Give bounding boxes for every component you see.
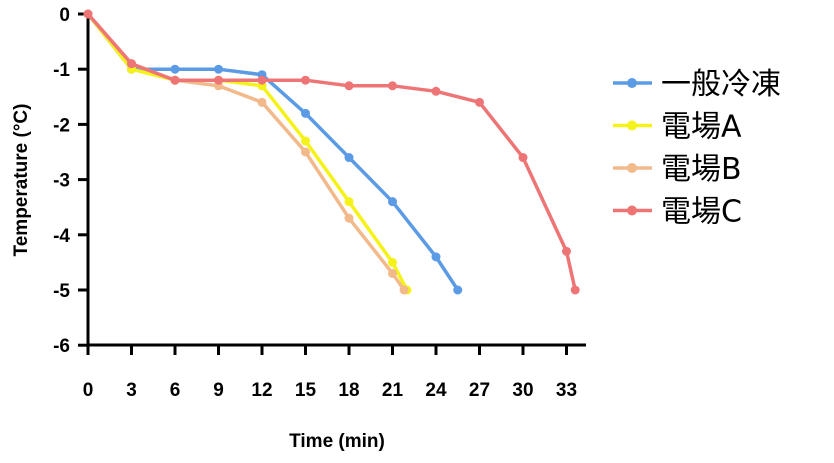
data-point <box>127 59 136 69</box>
legend-marker <box>627 120 637 131</box>
y-axis-title: Temperature (°C) <box>11 104 32 257</box>
y-tick-label: -2 <box>53 115 70 136</box>
legend-item: 電場B <box>613 152 742 187</box>
data-point <box>170 64 180 74</box>
x-tick-label: 15 <box>295 380 317 401</box>
legend-label: 電場C <box>661 195 742 230</box>
data-point <box>301 75 310 85</box>
y-tick-label: -5 <box>53 281 70 302</box>
data-point <box>257 97 267 107</box>
x-tick-label: 12 <box>251 380 272 401</box>
legend-item: 電場A <box>613 110 742 145</box>
data-point <box>344 197 354 207</box>
series <box>83 9 463 295</box>
legend-item: 一般冷凍 <box>613 67 781 102</box>
y-tick-label: -1 <box>53 60 70 81</box>
series-line <box>86 12 406 292</box>
legend-item: 電場C <box>613 195 742 230</box>
data-point <box>453 285 463 295</box>
data-point <box>214 75 223 85</box>
x-tick-label: 24 <box>425 380 447 401</box>
data-point <box>214 64 223 74</box>
x-tick-label: 9 <box>213 380 224 401</box>
data-point <box>388 197 397 207</box>
y-tick-label: -4 <box>53 226 70 247</box>
series-group <box>83 9 580 295</box>
data-point <box>431 252 441 262</box>
data-point <box>301 108 310 118</box>
data-point <box>388 257 397 267</box>
data-point <box>562 246 571 256</box>
data-point <box>170 75 180 85</box>
data-point <box>475 97 484 107</box>
x-tick-label: 33 <box>556 380 577 401</box>
x-tick-label: 18 <box>338 380 359 401</box>
legend-label: 電場B <box>661 152 742 187</box>
x-tick-label: 21 <box>382 380 404 401</box>
x-tick-label: 0 <box>83 380 94 401</box>
data-point <box>344 153 354 163</box>
series-line <box>86 12 460 292</box>
data-point <box>518 153 528 163</box>
data-point <box>399 285 409 295</box>
data-point <box>570 285 580 295</box>
legend-marker <box>627 205 637 216</box>
data-point <box>431 86 441 96</box>
data-point <box>344 81 354 91</box>
legend-marker <box>627 163 637 173</box>
series-line <box>86 12 409 292</box>
series <box>83 9 412 295</box>
x-tick-label: 6 <box>170 380 181 401</box>
axes: 0 -1 -2 -3 -4 -5 -6 0 3 6 9 12 15 18 21 24 27 30 33 <box>53 5 586 401</box>
data-point <box>344 213 354 223</box>
series-line <box>86 12 577 292</box>
data-point <box>301 147 310 157</box>
x-tick-label: 3 <box>126 380 137 401</box>
series <box>83 9 409 295</box>
series <box>83 9 580 295</box>
data-point <box>388 268 397 278</box>
data-point <box>301 136 310 146</box>
x-tick-label: 30 <box>512 380 533 401</box>
data-point <box>257 75 267 85</box>
y-tick-label: -6 <box>53 336 70 357</box>
y-ticks: 0 -1 -2 -3 -4 -5 -6 <box>53 5 88 357</box>
x-axis-title: Time (min) <box>289 431 385 452</box>
legend-label: 一般冷凍 <box>661 67 781 102</box>
y-tick-label: -3 <box>53 171 70 192</box>
legend-label: 電場A <box>661 110 742 145</box>
data-point <box>388 81 397 91</box>
data-point <box>83 9 93 19</box>
x-ticks: 0 3 6 9 12 15 18 21 24 27 30 33 <box>83 345 577 401</box>
legend-marker <box>627 78 637 88</box>
y-tick-label: 0 <box>59 5 70 26</box>
x-tick-label: 27 <box>469 380 490 401</box>
